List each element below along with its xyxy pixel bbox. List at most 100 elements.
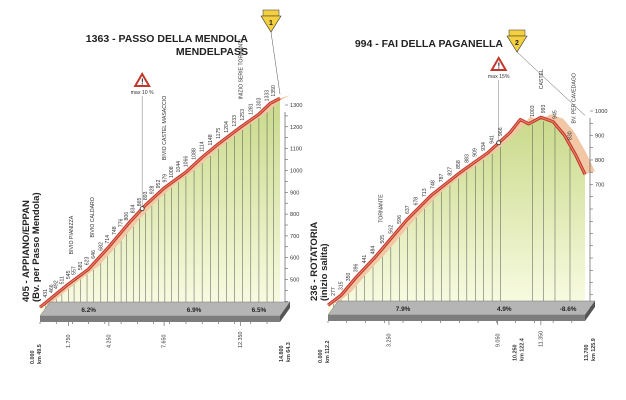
altitude-label: 596 bbox=[397, 215, 403, 224]
altitude-label: 934 bbox=[481, 142, 487, 151]
altitude-label: 893 bbox=[143, 191, 149, 200]
km-mark-label: 7.650 bbox=[162, 335, 168, 349]
altitude-label: 1148 bbox=[208, 134, 214, 145]
altitude-label: 557 bbox=[72, 266, 78, 275]
altitude-label: 646 bbox=[91, 250, 97, 259]
y-axis-tick-label: 1300 bbox=[290, 103, 302, 109]
altitude-label: 484 bbox=[371, 246, 377, 255]
road-highlight bbox=[39, 97, 281, 308]
gradient-label: 6.9% bbox=[187, 307, 202, 314]
altitude-label: 492 bbox=[54, 280, 60, 289]
altitude-label: 909 bbox=[473, 148, 479, 157]
altitude-label: 941 bbox=[490, 135, 496, 144]
chart-title: 994 - FAI DELLA PAGANELLA bbox=[355, 38, 504, 50]
altitude-label: 623 bbox=[85, 257, 91, 266]
altitude-label: 858 bbox=[456, 160, 462, 169]
altitude-label: 350 bbox=[346, 272, 352, 281]
altitude-label: 993 bbox=[541, 105, 547, 114]
start-km-label: 0.000 bbox=[30, 351, 36, 365]
y-axis-tick-label: 900 bbox=[595, 134, 604, 140]
y-axis-tick-label: 700 bbox=[595, 183, 604, 189]
y-axis-tick-label: 1000 bbox=[595, 109, 607, 115]
altitude-label: 1204 bbox=[224, 121, 230, 133]
altitude-label: 966 bbox=[498, 127, 504, 136]
start-sublabel: (inizio salita) bbox=[319, 243, 330, 301]
km-mark-label: 3.250 bbox=[386, 334, 392, 348]
road-highlight bbox=[327, 116, 586, 306]
gpm-sign-icon bbox=[506, 35, 528, 53]
gradient-label: 7.9% bbox=[396, 306, 411, 313]
y-axis-tick-label: 700 bbox=[290, 234, 299, 240]
altitude-label: 1350 bbox=[271, 85, 277, 97]
altitude-label: 466 bbox=[49, 284, 55, 293]
max-gradient-dot bbox=[139, 206, 145, 212]
gpm-category-label: 1 bbox=[269, 20, 273, 27]
km-mark-label: 9.050 bbox=[495, 334, 501, 348]
altitude-label: 1253 bbox=[240, 109, 246, 121]
finish-km-total: km 125.9 bbox=[591, 338, 597, 361]
summit-pointer bbox=[270, 31, 281, 95]
profile-area bbox=[328, 117, 585, 315]
annotation-label: INIZIO SERIE TORNANTI bbox=[238, 39, 244, 99]
altitude-label: 678 bbox=[414, 197, 420, 206]
altitude-label: 562 bbox=[388, 225, 394, 234]
start-km-total: km 49.5 bbox=[37, 344, 43, 364]
altitude-label: 1281 bbox=[248, 103, 254, 115]
altitude-label: 1303 bbox=[256, 98, 262, 110]
gradient-label: 6.2% bbox=[81, 307, 96, 314]
altitude-label: 883 bbox=[464, 154, 470, 163]
altitude-label: 1008 bbox=[169, 166, 175, 178]
altitude-label: 545 bbox=[66, 270, 72, 279]
gpm-sign-bar bbox=[262, 9, 280, 17]
altitude-label: 1003 bbox=[530, 105, 536, 117]
annotation-label: BIVIO CASTEL MASACCIO bbox=[162, 96, 168, 160]
altitude-label: 431 bbox=[43, 289, 49, 298]
altitude-label: 1114 bbox=[200, 141, 206, 152]
base-side bbox=[585, 301, 595, 321]
chart-title: 1363 - PASSO DELLA MENDOLA bbox=[86, 33, 249, 45]
warning-triangle bbox=[489, 56, 508, 71]
km-mark-label: 12.350 bbox=[238, 332, 244, 349]
finish-km-total: km 64.3 bbox=[286, 342, 292, 362]
altitude-label: 776 bbox=[119, 219, 125, 228]
y-axis-tick-label: 1200 bbox=[290, 125, 302, 131]
altitude-label: 979 bbox=[162, 174, 168, 183]
altitude-label: 1175 bbox=[216, 128, 222, 139]
annotation-label: TORNANTE bbox=[379, 194, 385, 223]
altitude-label: 830 bbox=[567, 131, 573, 140]
y-axis-tick-label: 1000 bbox=[290, 168, 302, 174]
altitude-label: 1333 bbox=[265, 90, 271, 102]
summit-pointer bbox=[516, 51, 586, 116]
altitude-label: 1233 bbox=[232, 115, 238, 127]
gpm-category-label: 2 bbox=[515, 40, 519, 47]
altitude-label: 787 bbox=[439, 173, 445, 182]
y-axis-tick-label: 500 bbox=[290, 278, 299, 284]
base-front bbox=[40, 316, 280, 322]
altitude-label: 441 bbox=[362, 255, 368, 264]
warning-mark: ! bbox=[141, 78, 144, 87]
finish-km-label: 13.700 bbox=[584, 345, 590, 362]
annotation-label: BIVIO PIANIZZA bbox=[69, 215, 75, 254]
y-axis-tick-label: 1100 bbox=[290, 147, 302, 153]
base-front bbox=[328, 315, 585, 321]
chart-subtitle: MENDELPASS bbox=[176, 46, 248, 58]
altitude-label: 865 bbox=[137, 198, 143, 207]
altitude-label: 315 bbox=[339, 281, 345, 290]
start-km-label: 0.000 bbox=[318, 350, 324, 364]
y-axis-tick-label: 800 bbox=[595, 158, 604, 164]
y-axis-tick-label: 900 bbox=[290, 190, 299, 196]
altitude-label: 748 bbox=[431, 180, 437, 189]
altitude-label: 581 bbox=[78, 261, 84, 270]
start-label: 236 - ROTATORIA bbox=[309, 222, 320, 301]
altitude-label: 834 bbox=[131, 204, 137, 213]
km-mark-label: 4.250 bbox=[106, 335, 112, 349]
altitude-label: 277 bbox=[331, 287, 337, 296]
altitude-label: 396 bbox=[354, 263, 360, 272]
altitude-label: 945 bbox=[552, 110, 558, 119]
profile-area bbox=[40, 98, 280, 316]
start-label: 405 - APPIANO/EPPAN bbox=[21, 200, 32, 302]
finish-km-label: 14.800 bbox=[279, 346, 285, 363]
altitude-label: 952 bbox=[156, 180, 162, 189]
